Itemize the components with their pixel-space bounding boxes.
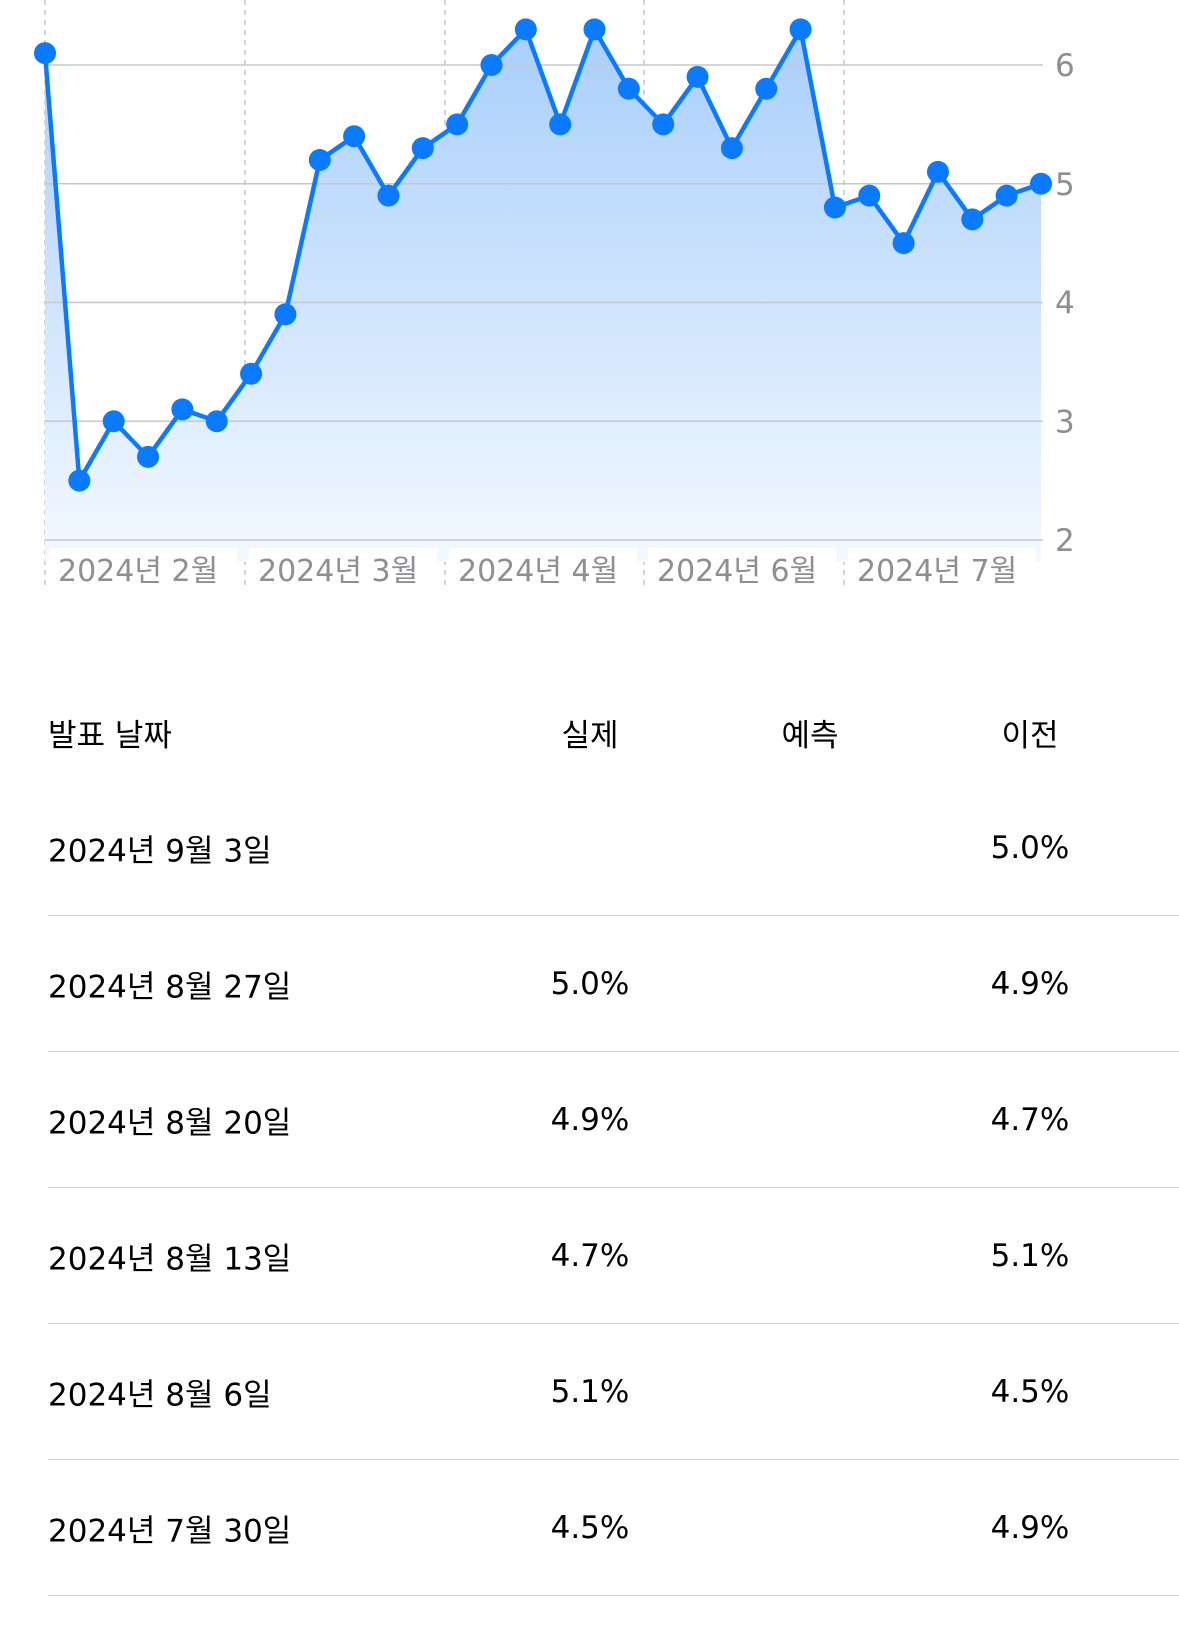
data-point bbox=[755, 77, 778, 100]
y-tick-label: 3 bbox=[1055, 404, 1075, 440]
previous-value: 4.7% bbox=[990, 1101, 1070, 1138]
x-tick-label: 2024년 7월 bbox=[857, 554, 1017, 589]
actual-value: 4.9% bbox=[550, 1101, 630, 1138]
header-previous: 이전 bbox=[1001, 718, 1059, 754]
data-point bbox=[617, 77, 640, 100]
actual-value: 5.1% bbox=[550, 1373, 630, 1410]
line-chart: 2 3 4 5 6 2024년 2월 2024년 3월 2024년 4월 2024년 6월 202… bbox=[0, 0, 1179, 640]
data-point bbox=[137, 445, 160, 468]
release-date: 2024년 8월 6일 bbox=[48, 1377, 272, 1413]
data-point bbox=[102, 410, 125, 433]
data-point bbox=[789, 18, 812, 41]
data-point bbox=[823, 196, 846, 219]
data-point bbox=[480, 54, 503, 76]
x-tick-label-bg bbox=[49, 548, 237, 590]
data-point bbox=[68, 469, 91, 492]
data-point bbox=[583, 18, 606, 41]
data-point bbox=[34, 42, 56, 65]
x-tick-label-bg bbox=[848, 548, 1036, 590]
x-tick-label-bg bbox=[648, 548, 836, 590]
chart-svg: 2 3 4 5 6 2024년 2월 2024년 3월 2024년 4월 2024년 6월 202… bbox=[34, 0, 1075, 590]
data-point bbox=[961, 208, 984, 231]
data-point bbox=[308, 149, 331, 171]
y-tick-label: 5 bbox=[1055, 167, 1075, 203]
release-date: 2024년 8월 27일 bbox=[48, 969, 292, 1005]
release-table: 발표 날짜 실제 예측 이전 2024년 9월 3일 5.0% 2024년 8월… bbox=[0, 690, 1179, 1596]
y-tick-label: 2 bbox=[1055, 523, 1075, 559]
previous-value: 5.1% bbox=[990, 1237, 1070, 1274]
previous-value: 4.9% bbox=[990, 965, 1070, 1002]
data-point bbox=[926, 160, 949, 183]
data-point bbox=[274, 303, 297, 326]
actual-value: 5.0% bbox=[550, 965, 630, 1002]
data-point bbox=[446, 113, 469, 136]
data-point bbox=[686, 65, 709, 88]
data-point bbox=[858, 184, 881, 207]
x-tick-label: 2024년 6월 bbox=[657, 554, 817, 589]
data-point bbox=[1030, 172, 1052, 195]
release-date: 2024년 8월 20일 bbox=[48, 1105, 292, 1141]
data-point bbox=[343, 125, 366, 148]
table-row: 2024년 8월 27일 5.0% 4.9% bbox=[48, 916, 1179, 1052]
data-point bbox=[995, 184, 1018, 207]
table-header: 발표 날짜 실제 예측 이전 bbox=[0, 690, 1179, 780]
release-date: 2024년 7월 30일 bbox=[48, 1513, 292, 1549]
data-point bbox=[652, 113, 675, 136]
data-point bbox=[240, 362, 263, 385]
y-tick-label: 6 bbox=[1055, 48, 1075, 84]
data-point bbox=[377, 184, 400, 207]
table-row: 2024년 7월 30일 4.5% 4.9% bbox=[48, 1460, 1179, 1596]
x-tick-label-bg bbox=[249, 548, 437, 590]
actual-value: 4.7% bbox=[550, 1237, 630, 1274]
header-date: 발표 날짜 bbox=[48, 718, 172, 754]
data-point bbox=[720, 137, 743, 160]
previous-value: 4.9% bbox=[990, 1509, 1070, 1546]
series-area bbox=[45, 29, 1041, 562]
previous-value: 4.5% bbox=[990, 1373, 1070, 1410]
actual-value: 4.5% bbox=[550, 1509, 630, 1546]
data-point bbox=[411, 137, 434, 160]
table-row: 2024년 8월 6일 5.1% 4.5% bbox=[48, 1324, 1179, 1460]
x-tick-label: 2024년 4월 bbox=[458, 554, 618, 589]
x-tick-label: 2024년 3월 bbox=[258, 554, 418, 589]
header-actual: 실제 bbox=[561, 718, 619, 754]
data-point bbox=[171, 398, 194, 421]
table-row: 2024년 9월 3일 5.0% bbox=[48, 780, 1179, 916]
table-row: 2024년 8월 13일 4.7% 5.1% bbox=[48, 1188, 1179, 1324]
data-point bbox=[205, 410, 228, 433]
data-point bbox=[892, 232, 915, 255]
y-tick-label: 4 bbox=[1055, 286, 1075, 322]
data-point bbox=[514, 18, 537, 41]
release-date: 2024년 9월 3일 bbox=[48, 833, 272, 869]
data-point bbox=[549, 113, 572, 136]
header-forecast: 예측 bbox=[781, 718, 839, 754]
x-tick-label-bg bbox=[449, 548, 637, 590]
release-date: 2024년 8월 13일 bbox=[48, 1241, 292, 1277]
x-tick-label: 2024년 2월 bbox=[58, 554, 218, 589]
table-row: 2024년 8월 20일 4.9% 4.7% bbox=[48, 1052, 1179, 1188]
previous-value: 5.0% bbox=[990, 829, 1070, 866]
